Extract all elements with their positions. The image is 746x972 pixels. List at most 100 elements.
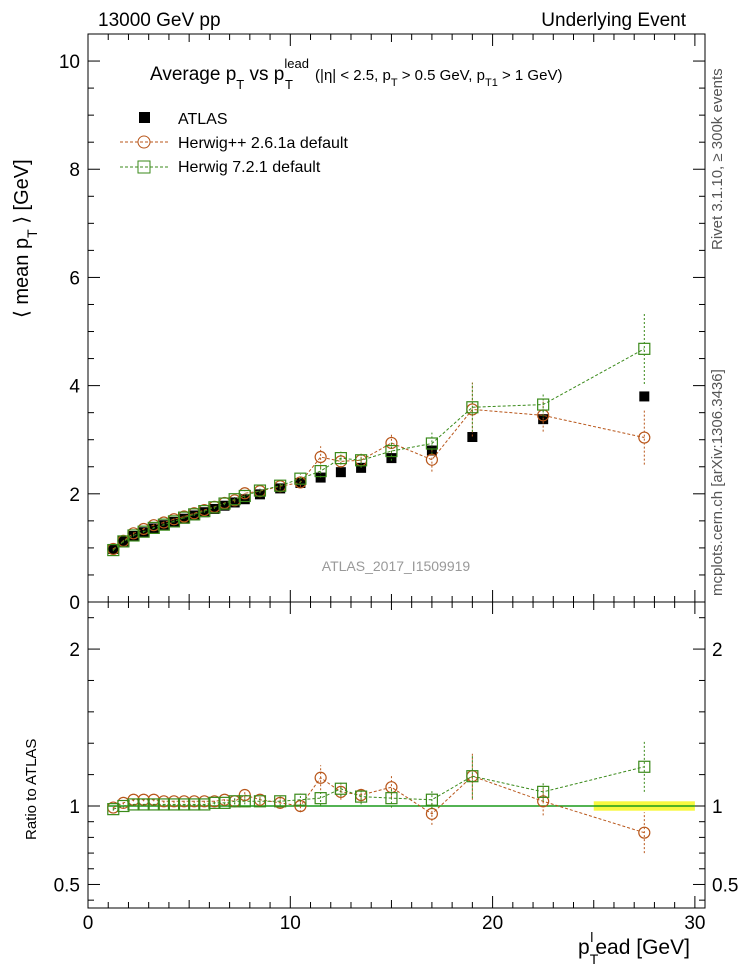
data-point-herwig7 [167, 798, 181, 811]
analysis-watermark: ATLAS_2017_I1509919 [322, 558, 471, 574]
y-axis-label-top: ⟨ mean pT ⟩ [GeV] [11, 159, 40, 318]
data-point-herwig7 [177, 511, 191, 524]
y-tick-label-top: 0 [69, 593, 80, 614]
data-point-herwigpp [238, 788, 251, 802]
data-point-herwig7 [294, 793, 307, 806]
data-point-herwig7 [228, 795, 241, 808]
y-tick-label-bottom-right: 1 [712, 797, 723, 818]
series-2-bottom [107, 741, 651, 816]
data-point-herwig7 [127, 529, 140, 542]
legend: ATLAS Herwig++ 2.6.1a default Herwig 7.2… [120, 111, 348, 176]
data-point-atlas [254, 489, 265, 500]
rivet-version-text: Rivet 3.1.10, ≥ 300k events [709, 68, 726, 250]
data-point-herwig7 [137, 798, 150, 811]
bottom-panel-frame [87, 601, 706, 909]
data-point-herwig7 [107, 543, 120, 557]
data-point-herwigpp [314, 450, 327, 464]
x-tick-label: 0 [83, 913, 94, 934]
data-point-herwig7 [167, 515, 181, 528]
legend-label-herwig7: Herwig 7.2.1 default [178, 159, 321, 176]
data-point-herwig7 [117, 799, 130, 813]
x-tick-label: 10 [280, 913, 301, 934]
data-point-herwig7 [208, 501, 221, 514]
legend-marker-herwigpp [137, 135, 151, 149]
data-point-herwig7 [253, 795, 267, 808]
data-point-atlas [386, 453, 397, 464]
data-point-herwig7 [314, 464, 327, 478]
data-point-herwig7 [274, 479, 287, 492]
series-line [112, 408, 645, 550]
data-series [107, 313, 651, 854]
data-point-atlas [639, 391, 650, 402]
data-point-herwig7 [198, 505, 211, 518]
data-point-herwig7 [466, 770, 479, 783]
data-point-atlas [467, 432, 478, 443]
data-point-herwig7 [294, 472, 307, 485]
data-point-herwig7 [147, 798, 160, 811]
data-point-herwigpp [638, 431, 651, 444]
data-point-herwig7 [228, 493, 241, 506]
data-point-herwig7 [218, 497, 231, 510]
data-point-herwig7 [208, 796, 221, 809]
data-point-herwig7 [107, 803, 120, 816]
data-point-herwig7 [334, 452, 347, 465]
axis-ticks: 0 10 20 30 0 2 4 6 8 10 0.5 0.5 1 1 2 2 [54, 34, 738, 934]
data-point-herwig7 [425, 437, 439, 450]
y-axis-label-bottom: Ratio to ATLAS [23, 739, 40, 840]
data-point-herwig7 [354, 790, 368, 803]
series-line [113, 766, 645, 810]
data-point-atlas [335, 467, 346, 478]
data-point-herwig7 [638, 342, 651, 355]
y-tick-label-top: 2 [69, 485, 80, 506]
y-tick-label-bottom: 2 [69, 640, 80, 661]
data-point-herwig7 [638, 760, 651, 773]
y-tick-label-top: 8 [69, 160, 80, 181]
data-point-herwigpp [334, 455, 347, 468]
data-point-herwig7 [314, 792, 327, 805]
legend-marker-herwig7 [137, 160, 151, 174]
data-point-herwig7 [188, 798, 201, 811]
data-point-herwig7 [218, 796, 231, 809]
y-tick-label-bottom-right: 2 [712, 640, 723, 661]
chart-title: Average pT vs plead T (|η| < 2.5, pT > 0.… [150, 56, 562, 92]
y-tick-label-bottom-right: 0.5 [712, 875, 738, 896]
data-point-herwig7 [385, 444, 398, 458]
data-point-herwig7 [238, 795, 251, 808]
y-tick-label-top: 4 [69, 377, 80, 398]
y-tick-label-top: 10 [59, 52, 80, 73]
x-axis-label: pTlead [GeV] [578, 929, 690, 967]
data-point-herwig7 [198, 798, 211, 811]
data-point-herwig7 [157, 798, 170, 811]
data-point-herwig7 [466, 401, 479, 414]
data-point-herwig7 [274, 795, 287, 808]
data-point-herwig7 [537, 785, 550, 798]
series-1-top [107, 382, 651, 556]
y-tick-label-top: 6 [69, 268, 80, 289]
data-point-herwig7 [137, 525, 150, 538]
x-tick-label: 20 [482, 913, 503, 934]
x-tick-label: 30 [684, 913, 705, 934]
data-point-herwigpp [638, 826, 651, 839]
data-point-herwig7 [177, 798, 191, 811]
header-left-text: 13000 GeV pp [98, 10, 221, 31]
data-point-herwig7 [253, 484, 267, 497]
data-point-herwig7 [334, 782, 347, 795]
mcplots-text: mcplots.cern.ch [arXiv:1306.3436] [709, 369, 726, 596]
data-point-atlas [219, 500, 230, 511]
data-point-herwig7 [385, 792, 398, 805]
data-point-herwig7 [157, 518, 170, 531]
data-point-herwig7 [238, 489, 251, 503]
data-point-herwig7 [354, 454, 368, 467]
data-point-herwig7 [425, 793, 439, 806]
legend-marker-atlas [139, 112, 150, 123]
data-point-herwig7 [147, 521, 160, 534]
data-point-herwig7 [537, 398, 550, 411]
legend-label-herwigpp: Herwig++ 2.6.1a default [178, 135, 348, 152]
y-tick-label-bottom: 1 [69, 797, 80, 818]
series-2-top [107, 313, 651, 557]
data-point-herwig7 [127, 798, 140, 811]
y-tick-label-bottom: 0.5 [54, 875, 80, 896]
data-point-herwigpp [314, 771, 327, 784]
legend-label-atlas: ATLAS [178, 111, 228, 128]
